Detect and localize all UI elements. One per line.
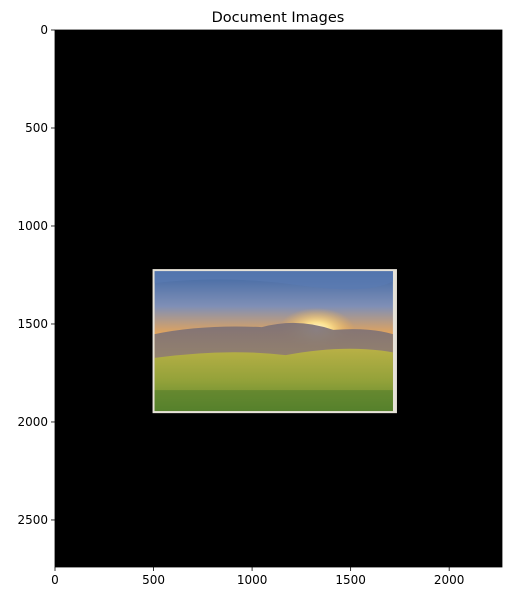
- x-tick-label: 2000: [434, 573, 465, 587]
- y-tick-label: 2500: [17, 513, 48, 527]
- x-tick-label: 1000: [237, 573, 268, 587]
- x-tick-label: 0: [51, 573, 59, 587]
- photo-content: [154, 271, 393, 412]
- x-axis: 0 500 1000 1500 2000: [51, 567, 464, 587]
- y-tick-label: 0: [40, 23, 48, 37]
- y-tick-label: 2000: [17, 415, 48, 429]
- x-tick-label: 500: [142, 573, 165, 587]
- photo-foreground: [154, 390, 393, 412]
- y-axis: 0 500 1000 1500 2000 2500: [17, 23, 55, 527]
- y-tick-label: 1500: [17, 317, 48, 331]
- axes-frame: [54, 29, 503, 568]
- y-tick-label: 1000: [17, 219, 48, 233]
- chart-title: Document Images: [212, 10, 345, 26]
- x-tick-label: 1500: [335, 573, 366, 587]
- y-tick-label: 500: [25, 121, 48, 135]
- document-photo: [152, 269, 397, 414]
- photo-clouds: [154, 271, 393, 290]
